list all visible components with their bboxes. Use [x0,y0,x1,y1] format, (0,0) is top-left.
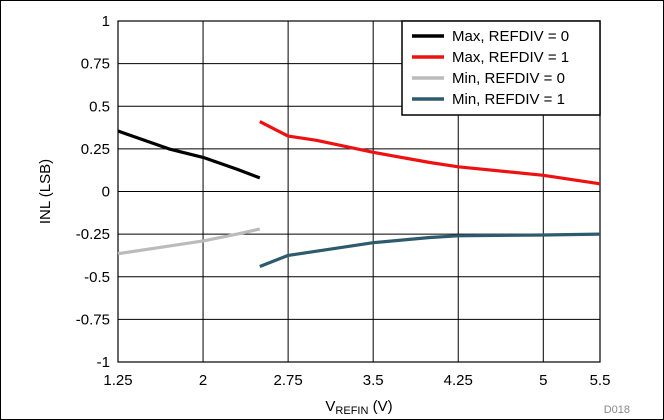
x-tick-label: 5.5 [590,372,611,389]
x-axis-title-subscript: REFIN [335,405,368,417]
x-tick-label: 2 [199,372,207,389]
x-tick-label: 4.25 [444,372,473,389]
plot-border [117,20,601,363]
x-tick-label: 3.5 [363,372,384,389]
y-tick-label: 0.75 [81,56,110,73]
series-line-4 [259,232,601,268]
series-line-1 [117,129,261,180]
legend-label-3: Min, REFDIV = 0 [452,70,565,87]
x-tick-label: 5 [539,372,547,389]
x-axis-title-main: V [325,398,335,415]
figure-id-label: D018 [604,404,630,416]
y-tick-label: -0.75 [76,311,110,328]
y-tick-label: 1 [102,13,110,30]
x-tick-label: 1.25 [103,372,132,389]
x-axis-title: VREFIN (V) [325,398,392,417]
y-tick-label: 0.5 [89,98,110,115]
y-tick-label: 0.25 [81,141,110,158]
y-axis-title: INL (LSB) [37,159,54,224]
legend-label-2: Max, REFDIV = 1 [452,49,569,66]
x-axis-title-unit: (V) [368,398,392,415]
series-line-2 [259,120,601,186]
y-tick-label: -0.5 [84,269,110,286]
y-tick-label: -0.25 [76,226,110,243]
y-tick-label: -1 [97,354,110,371]
series-line-3 [117,227,261,256]
x-tick-label: 2.75 [274,372,303,389]
legend-label-1: Max, REFDIV = 0 [452,28,569,45]
y-tick-label: 0 [102,184,110,201]
legend-label-4: Min, REFDIV = 1 [452,91,565,108]
